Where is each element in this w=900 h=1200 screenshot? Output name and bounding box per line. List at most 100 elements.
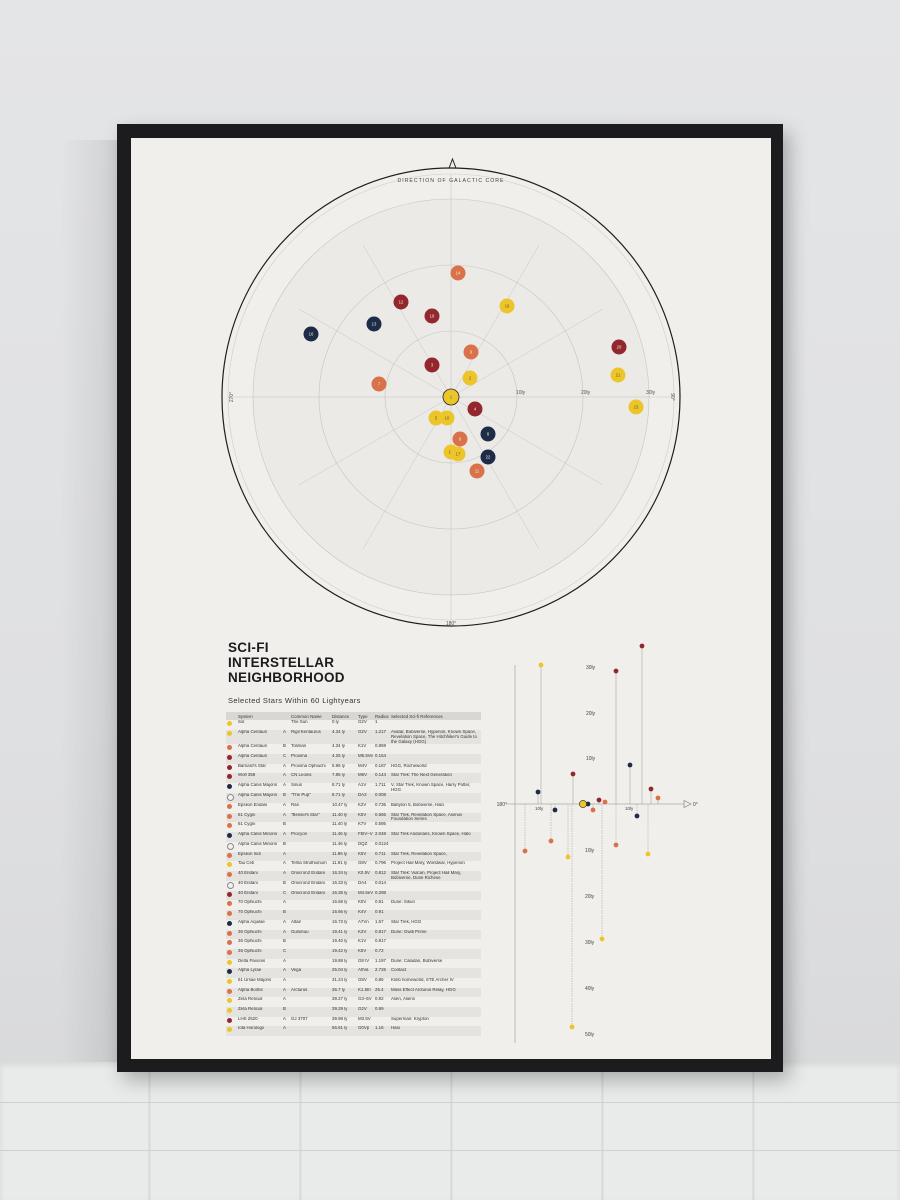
star-dot — [469, 463, 485, 479]
header-type: Type — [357, 712, 374, 720]
row-color-cell — [226, 803, 237, 813]
header-radius: Radius — [374, 712, 390, 720]
star-marker: 21 — [610, 367, 626, 383]
row-component: C — [282, 890, 290, 901]
row-common-name: Guniibuu — [290, 929, 331, 940]
row-radius: 0.144 — [374, 773, 390, 784]
row-system: Zeta Reticuli — [238, 997, 263, 1002]
row-references: Dune: Gwdi Prime — [390, 929, 481, 940]
title-line: INTERSTELLAR — [228, 655, 335, 670]
star-color-dot — [227, 1027, 232, 1033]
star-dot — [467, 401, 483, 417]
row-radius: 0.72 — [374, 948, 390, 959]
row-color-cell — [226, 842, 237, 852]
row-type: DQZ — [358, 841, 368, 846]
row-distance: 11.40 ly — [332, 822, 348, 827]
star-marker: 14 — [450, 265, 466, 281]
row-common-name: Omicron2 Eridani — [290, 890, 331, 901]
row-references: Star Trek Andorians, Known Space, Halo — [390, 832, 481, 842]
star-dot — [366, 316, 382, 332]
row-distance: 16.73 ly — [332, 919, 348, 924]
star-marker: 8 — [480, 426, 496, 442]
row-common-name: Arcturus — [290, 987, 331, 998]
row-color-cell — [226, 920, 237, 930]
star-color-dot — [227, 988, 232, 994]
row-common-name — [290, 978, 331, 988]
row-common-name: Sirius — [291, 783, 302, 788]
row-references: Avatar, Bobiverse, Hyperion, Known Space… — [390, 729, 481, 745]
table-row: Alpha Canis Majoris A Sirius 8.71 ly A1V 1.71… — [226, 783, 481, 793]
row-radius: 0.817 — [375, 939, 386, 944]
star-color-dot — [227, 872, 232, 878]
row-references: Halo — [390, 1026, 481, 1037]
star-color-dot — [227, 930, 232, 936]
row-distance: 8.71 ly — [331, 792, 357, 803]
row-references — [390, 890, 481, 901]
table-row: 36 Ophiuchi C 19.42 ly K5V 0.72 — [226, 948, 481, 959]
star-dot — [371, 376, 387, 392]
row-component: A — [282, 812, 290, 823]
row-distance: 16.68 ly — [332, 900, 348, 905]
table-row: Alpha Canis Minoris A Procyon 11.46 ly F5IV–… — [226, 832, 481, 842]
row-component: A — [282, 968, 290, 978]
star-color-dot — [227, 833, 232, 839]
row-color-cell — [226, 929, 237, 940]
star-dot — [439, 410, 455, 426]
row-system: 70 Ophiuchi — [238, 900, 262, 905]
star-color-dot — [227, 755, 232, 761]
star-dot — [462, 370, 478, 386]
star-color-dot — [227, 949, 232, 955]
row-color-cell — [226, 773, 237, 784]
row-distance: 16.35 ly — [331, 890, 357, 901]
row-component: A — [283, 783, 286, 788]
star-marker: 13 — [366, 316, 382, 332]
row-references: Alien, Aliens — [391, 997, 415, 1002]
row-distance: 25.04 ly — [331, 968, 357, 978]
row-references: Contact — [390, 968, 481, 978]
table-row: Alpha Boötis A Arcturus 36.7 ly K1.5III 25.4 M… — [226, 987, 481, 998]
star-number: 13 — [372, 322, 377, 327]
row-system: Sol — [238, 720, 245, 724]
star-dot — [303, 326, 319, 342]
row-system: 61 Ursae Majoris — [238, 977, 272, 982]
star-marker: 19 — [499, 298, 515, 314]
row-radius: 0.014 — [375, 880, 386, 885]
row-system: Tau Ceti — [238, 861, 255, 866]
row-distance: 10.47 ly — [332, 802, 348, 807]
row-color-cell — [226, 987, 237, 998]
row-common-name: "The Pup" — [290, 792, 331, 803]
star-marker: 12 — [393, 294, 409, 310]
star-number: 12 — [399, 300, 404, 305]
row-references — [390, 744, 481, 754]
star-dot — [480, 449, 496, 465]
table-row: Alpha Centauri C Proxima 4.25 ly M5.5Ve 0.154 — [226, 754, 481, 764]
row-common-name: Tertia Struthionum — [291, 861, 327, 866]
table-row: 61 Cygni A "Bessel's Star" 11.40 ly K5V 0.665… — [226, 812, 481, 823]
table-row: Alpha Centauri A Rigil Kentaurus 4.34 ly G2V… — [226, 729, 481, 745]
row-radius: 2.726 — [374, 968, 390, 978]
row-system: Iota Horologii — [237, 1026, 282, 1037]
row-component: B — [282, 910, 290, 920]
row-type: K1.5III — [357, 987, 374, 998]
row-distance: 19.40 ly — [332, 939, 348, 944]
table-row: 70 Ophiuchi A 16.68 ly K0V 0.91 Dune: Sikun — [226, 900, 481, 910]
row-system: 40 Eridani — [237, 871, 282, 881]
star-color-dot — [227, 901, 232, 907]
row-type: M6V — [357, 773, 374, 784]
row-color-cell — [226, 939, 237, 949]
row-references: Star Trek: Vulcan, Project Hail Mary, Bo… — [390, 871, 481, 881]
star-color-dot — [227, 774, 232, 780]
row-type: DA2 — [357, 792, 374, 803]
row-system: Alpha Canis Majoris — [237, 792, 282, 803]
star-dot — [450, 265, 466, 281]
poster: DIRECTION OF GALACTIC CORE 270° 90° 180°… — [131, 138, 771, 1059]
row-radius: 0.008 — [374, 792, 390, 803]
star-number: 2 — [469, 376, 472, 381]
table-row: Alpha Canis Minoris B 11.46 ly DQZ 0.0124 — [226, 842, 481, 852]
row-radius: 0.92 — [375, 997, 384, 1002]
row-radius: 0.665 — [374, 812, 390, 823]
star-dot — [611, 339, 627, 355]
row-radius: 0.859 — [375, 744, 386, 749]
table-row: 40 Eridani B Omicron2 Eridani 16.33 ly DA4 0.… — [226, 881, 481, 891]
star-color-dot — [227, 920, 232, 926]
